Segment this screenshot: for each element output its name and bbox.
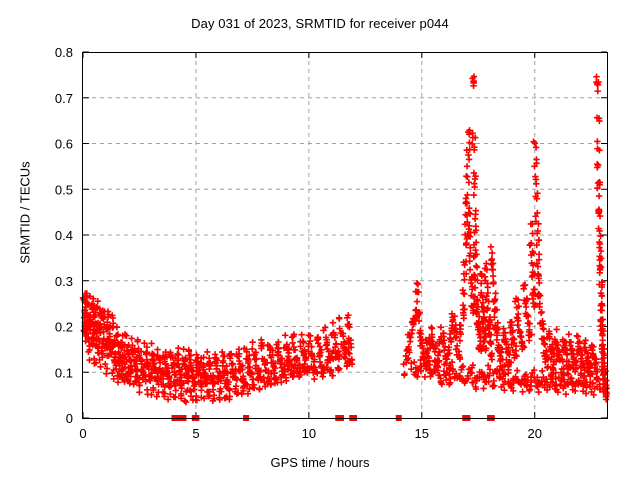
axis-tick-labels: 0 0.1 0.2 0.3 0.4 0.5 0.6 0.7 0.8 0 5 10 15 20 (55, 45, 542, 441)
svg-text:0.4: 0.4 (55, 228, 73, 243)
svg-text:10: 10 (302, 426, 316, 441)
svg-text:20: 20 (527, 426, 541, 441)
svg-text:0.1: 0.1 (55, 365, 73, 380)
svg-text:0.5: 0.5 (55, 182, 73, 197)
svg-text:0.2: 0.2 (55, 320, 73, 335)
grid-lines (84, 53, 606, 417)
svg-text:0.8: 0.8 (55, 45, 73, 60)
x-axis-label: GPS time / hours (270, 455, 370, 470)
plot-frame (82, 52, 608, 419)
svg-text:0: 0 (66, 411, 73, 426)
svg-text:0.7: 0.7 (55, 91, 73, 106)
svg-text:0.6: 0.6 (55, 137, 73, 152)
svg-text:15: 15 (415, 426, 429, 441)
svg-text:5: 5 (192, 426, 199, 441)
page-title: Day 031 of 2023, SRMTID for receiver p04… (191, 16, 449, 31)
svg-text:0.3: 0.3 (55, 274, 73, 289)
svg-text:0: 0 (79, 426, 86, 441)
data-point-series (79, 73, 610, 421)
